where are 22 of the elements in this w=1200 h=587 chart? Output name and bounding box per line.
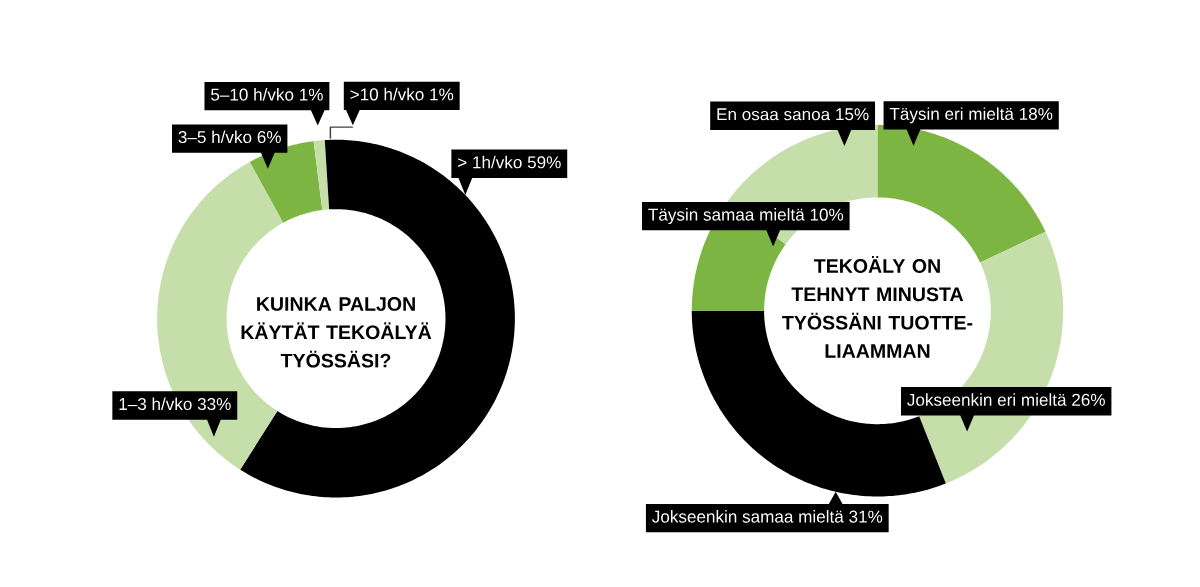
data-label: 1%: [430, 88, 454, 101]
data-label: 15%: [836, 108, 869, 121]
data-label: 31%: [849, 510, 883, 523]
data-label: 33%: [197, 397, 231, 410]
slice-label: 5–10 h/vko: [211, 87, 294, 101]
data-label: 10%: [810, 208, 844, 221]
slice-label: Jokseenkin eri mieltä: [907, 393, 1067, 406]
slice-label: 1–3 h/vko: [119, 397, 192, 410]
data-label: 26%: [1072, 393, 1105, 406]
data-label: 18%: [1019, 107, 1053, 120]
slice-label: Jokseenkin samaa mieltä: [652, 509, 844, 523]
slice-label: Täysin eri mieltä: [889, 107, 1014, 124]
slice-label: 3–5 h/vko: [178, 130, 252, 143]
slice-label: En osaa sanoa: [717, 108, 831, 121]
data-label: 6%: [257, 130, 281, 143]
slice-label: > 1h/vko: [458, 155, 522, 169]
slice-label: Täysin samaa mieltä: [648, 207, 805, 224]
slice-label: >10 h/vko: [350, 87, 424, 101]
text: KUINKA PALJON KÄYTÄT TEKOÄLYÄ TYÖSSÄSI?: [241, 296, 432, 368]
data-label: 1%: [300, 88, 323, 101]
text: TEKOÄLY ON TEHNYT MINUSTA TYÖSSÄNI TUOTTE-LIAAMMAN: [782, 255, 973, 358]
data-label: 59%: [527, 156, 561, 169]
